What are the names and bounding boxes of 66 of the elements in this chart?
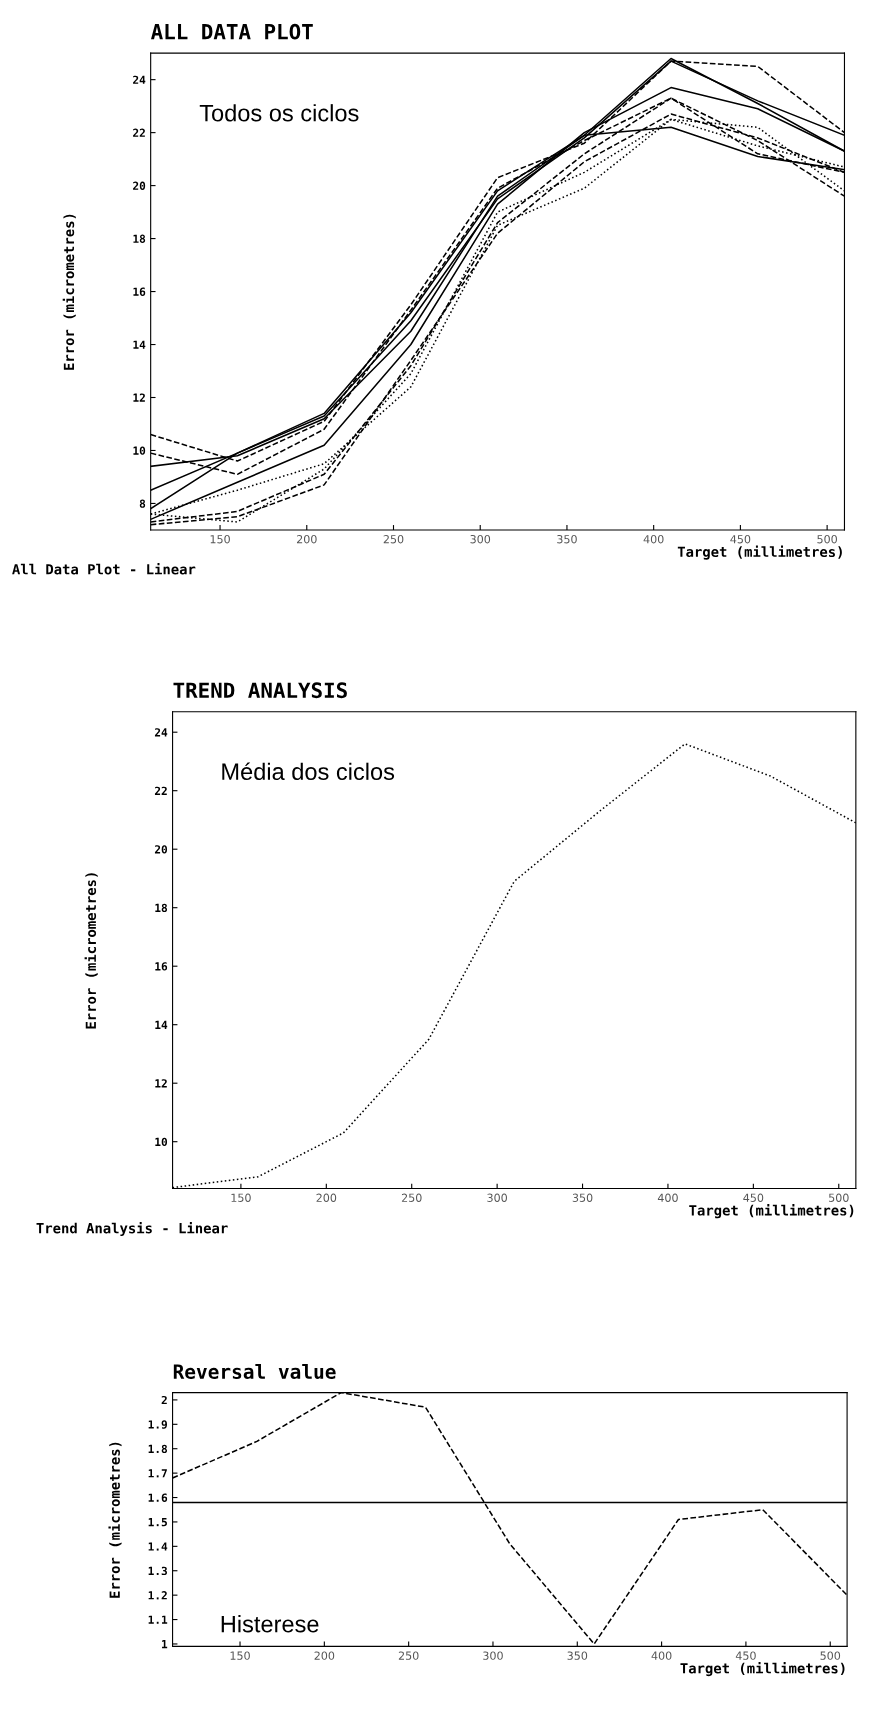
x-tick-label: 200 xyxy=(314,1651,335,1660)
x-tick-label: 250 xyxy=(401,1193,422,1202)
y-tick-label: 14 xyxy=(155,1020,168,1029)
x-tick-label: 300 xyxy=(487,1193,507,1202)
x-tick-label: 200 xyxy=(316,1193,337,1202)
x-tick-label: 300 xyxy=(470,534,491,544)
x-axis-title: Target (millimetres) xyxy=(680,1662,845,1677)
x-tick-label: 400 xyxy=(643,534,664,544)
y-tick-label: 18 xyxy=(133,234,146,243)
x-tick-label: 450 xyxy=(743,1193,764,1202)
x-tick-label: 500 xyxy=(820,1651,841,1660)
x-tick-label: 150 xyxy=(231,1193,251,1202)
x-tick-label: 500 xyxy=(817,534,837,544)
y-tick-label: 1 xyxy=(162,1640,168,1649)
y-tick-label: 16 xyxy=(155,962,168,971)
x-tick-label: 300 xyxy=(483,1651,503,1660)
y-tick-label: 1.8 xyxy=(148,1444,168,1454)
annotation: Todos os ciclos xyxy=(199,104,359,122)
x-tick-label: 350 xyxy=(557,534,577,544)
x-tick-label: 250 xyxy=(398,1651,419,1660)
y-tick-label: 24 xyxy=(154,728,168,737)
x-tick-label: 350 xyxy=(567,1651,588,1660)
y-tick-label: 1.1 xyxy=(148,1615,168,1624)
annotation: Histerese xyxy=(221,1615,319,1633)
x-tick-label: 350 xyxy=(572,1193,593,1202)
chart-title: Reversal value xyxy=(173,1363,336,1379)
y-tick-label: 20 xyxy=(154,845,168,854)
y-axis-title: Error (micrometres) xyxy=(108,1442,122,1598)
x-tick-label: 500 xyxy=(829,1193,849,1202)
y-tick-label: 1.2 xyxy=(148,1591,167,1600)
x-tick-label: 150 xyxy=(210,534,230,544)
x-axis-title: Target (millimetres) xyxy=(689,1204,854,1219)
x-tick-label: 250 xyxy=(383,534,404,544)
x-tick-label: 200 xyxy=(296,534,317,544)
y-tick-label: 10 xyxy=(133,446,146,455)
y-tick-label: 10 xyxy=(155,1137,168,1147)
y-tick-label: 1.3 xyxy=(148,1566,167,1576)
x-tick-label: 450 xyxy=(735,1651,756,1660)
y-tick-label: 1.7 xyxy=(148,1469,167,1478)
y-tick-label: 20 xyxy=(133,181,146,190)
x-tick-label: 450 xyxy=(730,534,751,544)
text: All Data Plot - Linear xyxy=(12,563,196,575)
annotation: Média dos ciclos xyxy=(222,762,395,781)
y-axis-title: Error (micrometres) xyxy=(84,873,98,1029)
y-tick-label: 12 xyxy=(155,1079,167,1088)
y-tick-label: 1.6 xyxy=(148,1493,168,1502)
y-tick-label: 8 xyxy=(139,499,146,508)
text: Trend Analysis - Linear xyxy=(36,1221,228,1237)
x-tick-label: 150 xyxy=(230,1651,250,1660)
y-tick-label: 18 xyxy=(155,903,168,913)
y-tick-label: 1.5 xyxy=(148,1518,167,1527)
y-tick-label: 2 xyxy=(161,1395,167,1405)
x-tick-label: 400 xyxy=(657,1193,678,1202)
x-tick-label: 400 xyxy=(651,1651,672,1660)
y-tick-label: 1.4 xyxy=(148,1542,168,1551)
chart-title: TREND ANALYSIS xyxy=(173,682,347,699)
y-tick-label: 22 xyxy=(154,786,167,795)
x-axis-title: Target (millimetres) xyxy=(677,545,842,560)
y-tick-label: 14 xyxy=(133,340,146,349)
y-axis-title: Error (micrometres) xyxy=(62,214,76,370)
y-tick-label: 24 xyxy=(133,75,146,84)
y-tick-label: 12 xyxy=(133,393,145,402)
y-tick-label: 22 xyxy=(133,128,145,137)
y-tick-label: 1.9 xyxy=(148,1420,167,1429)
chart-title: ALL DATA PLOT xyxy=(151,23,313,40)
y-tick-label: 16 xyxy=(133,287,146,296)
